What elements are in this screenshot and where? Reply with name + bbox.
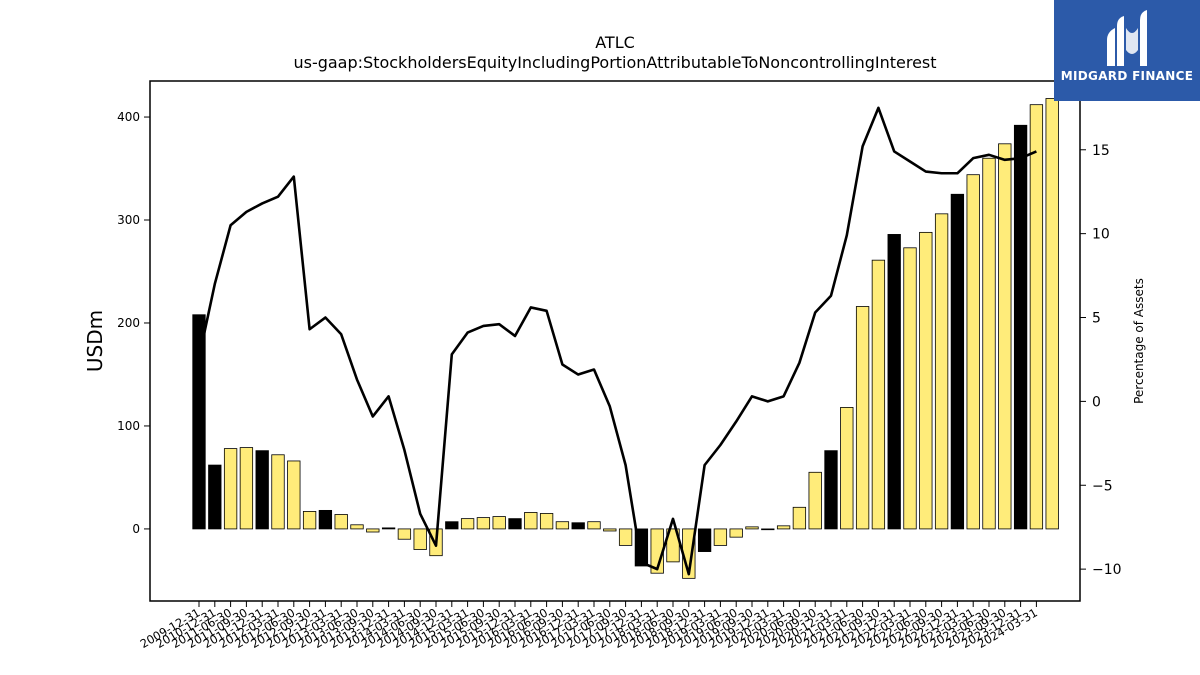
bar-2013-12-31: [397, 528, 412, 540]
bar-2017-06-30: [618, 528, 633, 546]
bar-2018-09-30: [697, 528, 712, 552]
bar-2012-03-31: [287, 460, 301, 530]
y-right-axis: −10 −5 0 5 10 15: [1080, 143, 1122, 578]
bar-2019-03-31: [729, 528, 743, 538]
bar-2014-12-31: [460, 518, 475, 530]
bar-2015-03-31: [476, 517, 491, 530]
bar-2013-06-30: [366, 528, 380, 533]
x-axis: 2009-12-312010-12-312011-06-302011-09-30…: [138, 601, 1040, 651]
logo-mark-icon: [1107, 10, 1147, 66]
y2-tick-label: 15: [1092, 143, 1110, 159]
y2-tick-label: 5: [1092, 311, 1101, 327]
bar-2018-12-31: [713, 528, 728, 546]
bar-2022-03-31: [919, 231, 933, 530]
bar-2019-12-31: [776, 525, 791, 530]
y2-tick-label: −10: [1092, 562, 1122, 578]
y-tick-label: 400: [117, 110, 140, 124]
bar-2015-09-30: [508, 518, 522, 530]
bar-2023-12-31: [1029, 104, 1044, 530]
line-layer: [197, 106, 1037, 576]
y-axis-label: USDm: [83, 310, 107, 372]
bar-2010-12-31: [208, 464, 222, 530]
bar-2022-09-30: [950, 193, 965, 530]
bar-2012-06-30: [302, 511, 317, 530]
bar-2017-03-31: [603, 528, 617, 532]
bar-2015-06-30: [492, 516, 506, 530]
bar-2012-12-31: [334, 514, 348, 530]
bar-2020-03-31: [792, 506, 807, 530]
bar-2013-09-30: [381, 527, 396, 530]
bar-2013-03-31: [350, 524, 364, 530]
y-tick-label: 100: [117, 419, 140, 433]
bar-2012-09-30: [318, 509, 333, 530]
bar-2016-03-31: [539, 513, 554, 530]
bar-2011-06-30: [239, 447, 254, 530]
bar-2022-06-30: [934, 213, 949, 530]
y2-tick-label: 0: [1092, 394, 1101, 410]
y2-tick-label: −5: [1092, 478, 1113, 494]
bar-2014-09-30: [445, 521, 459, 530]
y2-axis-label: Percentage of Assets: [1132, 278, 1146, 404]
y-tick-label: 300: [117, 213, 140, 227]
bar-2019-06-30: [745, 526, 759, 530]
bar-2019-09-30: [761, 528, 775, 531]
bar-2022-12-31: [966, 174, 980, 530]
chart-subtitle: us-gaap:StockholdersEquityIncludingPorti…: [293, 53, 936, 72]
chart-title: ATLC: [595, 33, 635, 52]
bar-2021-06-30: [871, 259, 886, 530]
bar-layer: [192, 98, 1059, 579]
bar-2016-12-31: [587, 521, 601, 530]
bar-2023-09-30: [1013, 124, 1028, 530]
bar-2023-06-30: [998, 143, 1012, 530]
brand-logo: MIDGARD FINANCE: [1054, 0, 1200, 101]
bar-2020-12-31: [840, 407, 854, 530]
bar-2016-06-30: [555, 521, 570, 530]
percentage-line: [197, 106, 1037, 576]
bar-2015-12-31: [524, 512, 538, 530]
y-tick-label: 200: [117, 316, 140, 330]
y2-tick-label: 10: [1092, 227, 1110, 243]
bar-2020-06-30: [808, 471, 822, 530]
bar-2011-03-31: [223, 448, 238, 530]
plot-frame: [149, 80, 1081, 602]
bar-2021-09-30: [887, 234, 901, 530]
bar-2021-03-31: [855, 306, 870, 530]
y-tick-label: 0: [132, 522, 140, 536]
bar-2009-12-31: [192, 314, 206, 530]
bar-2023-03-31: [982, 157, 996, 530]
bar-2020-09-30: [824, 450, 838, 530]
bar-2011-09-30: [255, 450, 269, 530]
bar-2016-09-30: [571, 522, 585, 530]
bar-2021-12-31: [903, 247, 917, 530]
bar-2011-12-31: [271, 454, 285, 530]
bar-2014-03-31: [413, 528, 427, 550]
y-left-axis: 0 100 200 300 400: [117, 110, 150, 536]
bar-2024-03-31: [1045, 98, 1059, 530]
